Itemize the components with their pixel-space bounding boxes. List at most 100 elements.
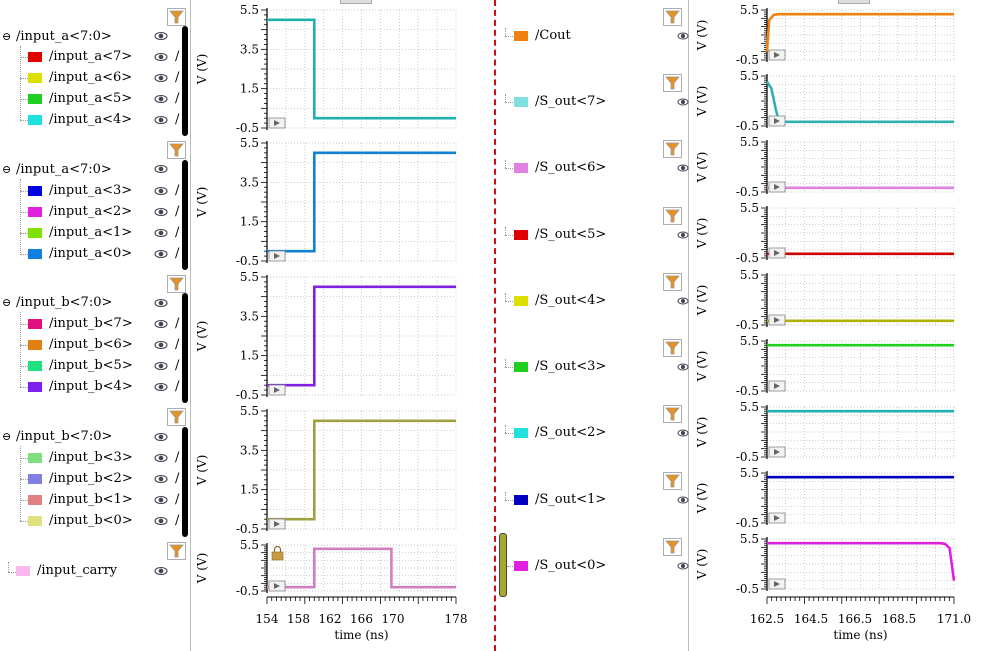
- signal-label[interactable]: /input_a<7>: [49, 49, 133, 64]
- signal-label[interactable]: /S_out<7>: [535, 94, 607, 109]
- play-icon[interactable]: [768, 181, 786, 193]
- collapse-icon[interactable]: ⊖: [2, 163, 12, 176]
- signal-label[interactable]: /input_a<6>: [49, 70, 133, 85]
- eye-icons: [154, 31, 168, 576]
- play-icon[interactable]: [768, 446, 786, 458]
- signal-label[interactable]: /input_b<5>: [49, 358, 133, 373]
- eye-icon: [154, 361, 168, 371]
- signal-label[interactable]: /Cout: [535, 28, 571, 43]
- color-swatch: [514, 495, 528, 505]
- scrollbar-thumb[interactable]: [499, 533, 507, 597]
- signal-label[interactable]: /S_out<5>: [535, 227, 607, 242]
- eye-icon: [677, 98, 689, 106]
- y-axis-label: V (V): [695, 417, 709, 449]
- signal-label[interactable]: /input_carry: [37, 563, 118, 578]
- signal-label[interactable]: /S_out<0>: [535, 558, 607, 573]
- play-icon[interactable]: [268, 117, 286, 129]
- play-triangle: [774, 118, 780, 124]
- collapse-icon[interactable]: ⊖: [2, 30, 12, 43]
- signal-label[interactable]: /S_out<3>: [535, 359, 607, 374]
- play-icon[interactable]: [768, 49, 786, 61]
- panel-divider[interactable]: [190, 0, 191, 651]
- y-tick-label: -0.5: [236, 254, 259, 268]
- signal-label[interactable]: /input_b<6>: [49, 337, 133, 352]
- slash-mark: /: [175, 450, 180, 465]
- filter-icon: [663, 140, 682, 158]
- play-icon[interactable]: [768, 314, 786, 326]
- signal-label[interactable]: /input_a<1>: [49, 225, 133, 240]
- y-axis-label: V (V): [695, 285, 709, 317]
- color-swatch: [28, 186, 42, 196]
- signal-label[interactable]: /input_b<4>: [49, 379, 133, 394]
- panel-divider[interactable]: [688, 0, 689, 651]
- group-label[interactable]: /input_b<7:0>: [16, 295, 113, 310]
- play-icon[interactable]: [768, 247, 786, 259]
- filter-icon: [663, 472, 682, 490]
- play-icon[interactable]: [268, 384, 286, 396]
- signal-label[interactable]: /S_out<4>: [535, 293, 607, 308]
- eye-icon: [154, 432, 168, 442]
- signal-label[interactable]: /input_b<0>: [49, 513, 133, 528]
- signal-label[interactable]: /S_out<6>: [535, 160, 607, 175]
- y-tick-label: 5.5: [740, 532, 759, 546]
- play-icon[interactable]: [268, 518, 286, 530]
- signal-label[interactable]: /input_a<0>: [49, 246, 133, 261]
- collapse-icon[interactable]: ⊖: [2, 430, 12, 443]
- lock-icon[interactable]: [271, 546, 285, 562]
- y-tick-label: -0.5: [236, 121, 259, 135]
- x-tick-label: 154: [256, 612, 279, 626]
- play-icon[interactable]: [768, 115, 786, 127]
- x-tick-label: 158: [287, 612, 310, 626]
- play-icon[interactable]: [268, 580, 286, 592]
- series-line: [267, 151, 456, 253]
- collapse-icon[interactable]: ⊖: [2, 296, 12, 309]
- signal-label[interactable]: /input_a<3>: [49, 183, 133, 198]
- signal-label[interactable]: /input_a<2>: [49, 204, 133, 219]
- right-waveform-chart[interactable]: 5.5 -0.5 V (V) 5.5 -0.5 V (V) 5.5 -0.5 V (V) 5.5 -…: [692, 0, 982, 651]
- group-label[interactable]: /input_a<7:0>: [16, 29, 112, 44]
- color-swatch: [28, 73, 42, 83]
- series-line: [767, 541, 956, 581]
- y-tick-label: 5.5: [240, 404, 259, 418]
- x-tick-label: 168.5: [882, 612, 916, 626]
- series-line: [267, 419, 456, 521]
- play-triangle: [774, 383, 780, 389]
- tab-handle[interactable]: [340, 0, 372, 4]
- eye-icon: [677, 496, 689, 504]
- scrollbar-thumb[interactable]: [182, 293, 188, 403]
- signal-label[interactable]: /input_b<2>: [49, 471, 133, 486]
- play-icon[interactable]: [268, 250, 286, 262]
- x-axis-label: time (ns): [334, 628, 388, 642]
- filter-icon: [663, 405, 682, 423]
- left-waveform-chart[interactable]: 5.5 3.5 1.5 -0.5 V (V) 5.5 3.5 1.5 -0.5 V (V) 5.5 3…: [192, 0, 482, 651]
- y-axis-label: V (V): [695, 86, 709, 118]
- tab-handle[interactable]: [838, 0, 870, 4]
- y-tick-label: -0.5: [736, 516, 759, 530]
- play-icon[interactable]: [768, 380, 786, 392]
- y-tick-label: 1.5: [240, 349, 259, 363]
- eye-icon: [154, 319, 168, 329]
- signal-label[interactable]: /S_out<2>: [535, 425, 607, 440]
- group-label[interactable]: /input_b<7:0>: [16, 429, 113, 444]
- color-swatch: [28, 382, 42, 392]
- signal-label[interactable]: /S_out<1>: [535, 492, 607, 507]
- scrollbar-thumb[interactable]: [182, 160, 188, 270]
- play-icon[interactable]: [768, 512, 786, 524]
- filter-icon: [663, 207, 682, 225]
- x-tick-label: 166.5: [838, 612, 872, 626]
- signal-label[interactable]: /input_b<7>: [49, 316, 133, 331]
- y-tick-label: 1.5: [240, 215, 259, 229]
- play-icon[interactable]: [768, 578, 786, 590]
- signal-label[interactable]: /input_a<4>: [49, 112, 133, 127]
- group-label[interactable]: /input_a<7:0>: [16, 162, 112, 177]
- filter-icon: [663, 74, 682, 92]
- x-axis-label: time (ns): [833, 628, 887, 642]
- y-tick-label: -0.5: [236, 584, 259, 598]
- scrollbar-thumb[interactable]: [182, 26, 188, 136]
- signal-label[interactable]: /input_b<1>: [49, 492, 133, 507]
- pane-split-marker[interactable]: [494, 0, 496, 651]
- play-triangle: [274, 583, 280, 589]
- scrollbar-thumb[interactable]: [182, 427, 188, 537]
- signal-label[interactable]: /input_b<3>: [49, 450, 133, 465]
- signal-label[interactable]: /input_a<5>: [49, 91, 133, 106]
